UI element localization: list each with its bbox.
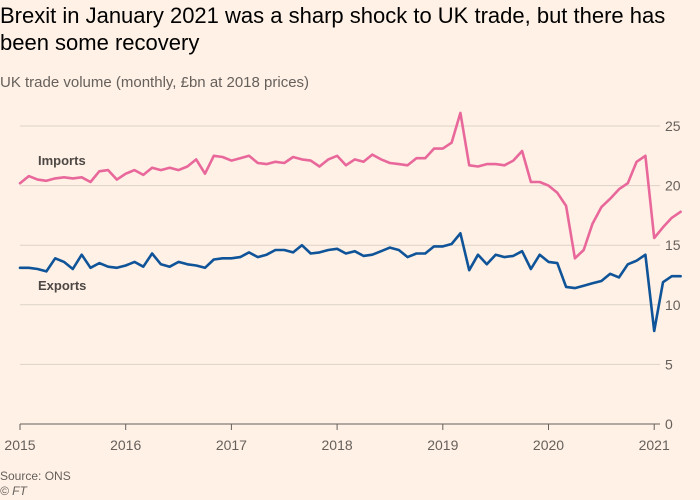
x-tick-label: 2015 [4, 437, 35, 453]
y-tick-label: 0 [665, 416, 673, 432]
chart-title: Brexit in January 2021 was a sharp shock… [0, 3, 666, 55]
x-tick-label: 2020 [533, 437, 564, 453]
x-tick-label: 2018 [322, 437, 353, 453]
x-tick-label: 2017 [216, 437, 247, 453]
y-tick-label: 20 [665, 178, 681, 194]
series-line-exports [18, 232, 682, 333]
chart-subtitle: UK trade volume (monthly, £bn at 2018 pr… [0, 74, 310, 91]
x-tick-label: 2019 [427, 437, 458, 453]
series-line-imports [18, 111, 682, 260]
source-note: Source: ONS [0, 469, 71, 483]
y-tick-label: 5 [665, 356, 673, 372]
y-tick-label: 25 [665, 118, 681, 134]
x-tick-label: 2016 [110, 437, 141, 453]
series-label-exports: Exports [38, 278, 86, 293]
x-tick-label: 2021 [639, 437, 670, 453]
y-tick-label: 10 [665, 297, 681, 313]
credit-note: © FT [0, 484, 27, 498]
series-label-imports: Imports [38, 153, 86, 168]
y-tick-label: 15 [665, 237, 681, 253]
